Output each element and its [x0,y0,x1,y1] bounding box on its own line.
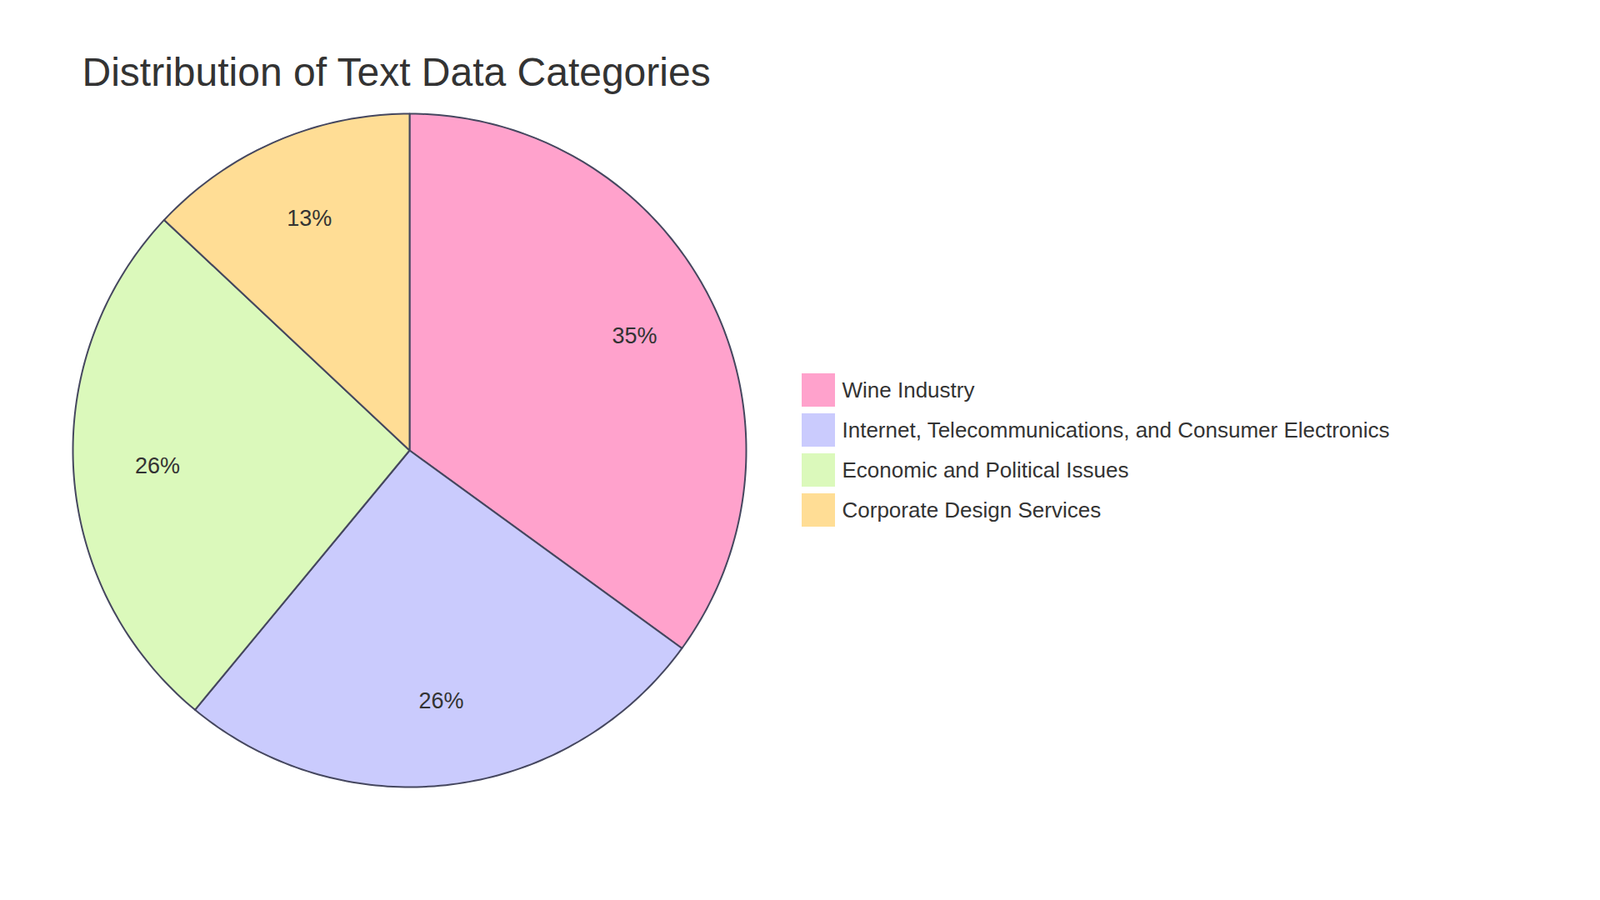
svg-text:Wine Industry: Wine Industry [842,377,975,403]
svg-text:13%: 13% [286,205,332,231]
svg-text:Corporate Design Services: Corporate Design Services [842,497,1102,523]
svg-text:Distribution of Text Data Cate: Distribution of Text Data Categories [82,50,711,95]
svg-text:26%: 26% [135,453,180,479]
svg-text:35%: 35% [611,323,657,349]
svg-text:Internet, Telecommunications,: Internet, Telecommunications, and Consum… [842,417,1390,443]
svg-text:Economic and Political Issues: Economic and Political Issues [842,457,1130,483]
svg-text:26%: 26% [418,688,464,714]
